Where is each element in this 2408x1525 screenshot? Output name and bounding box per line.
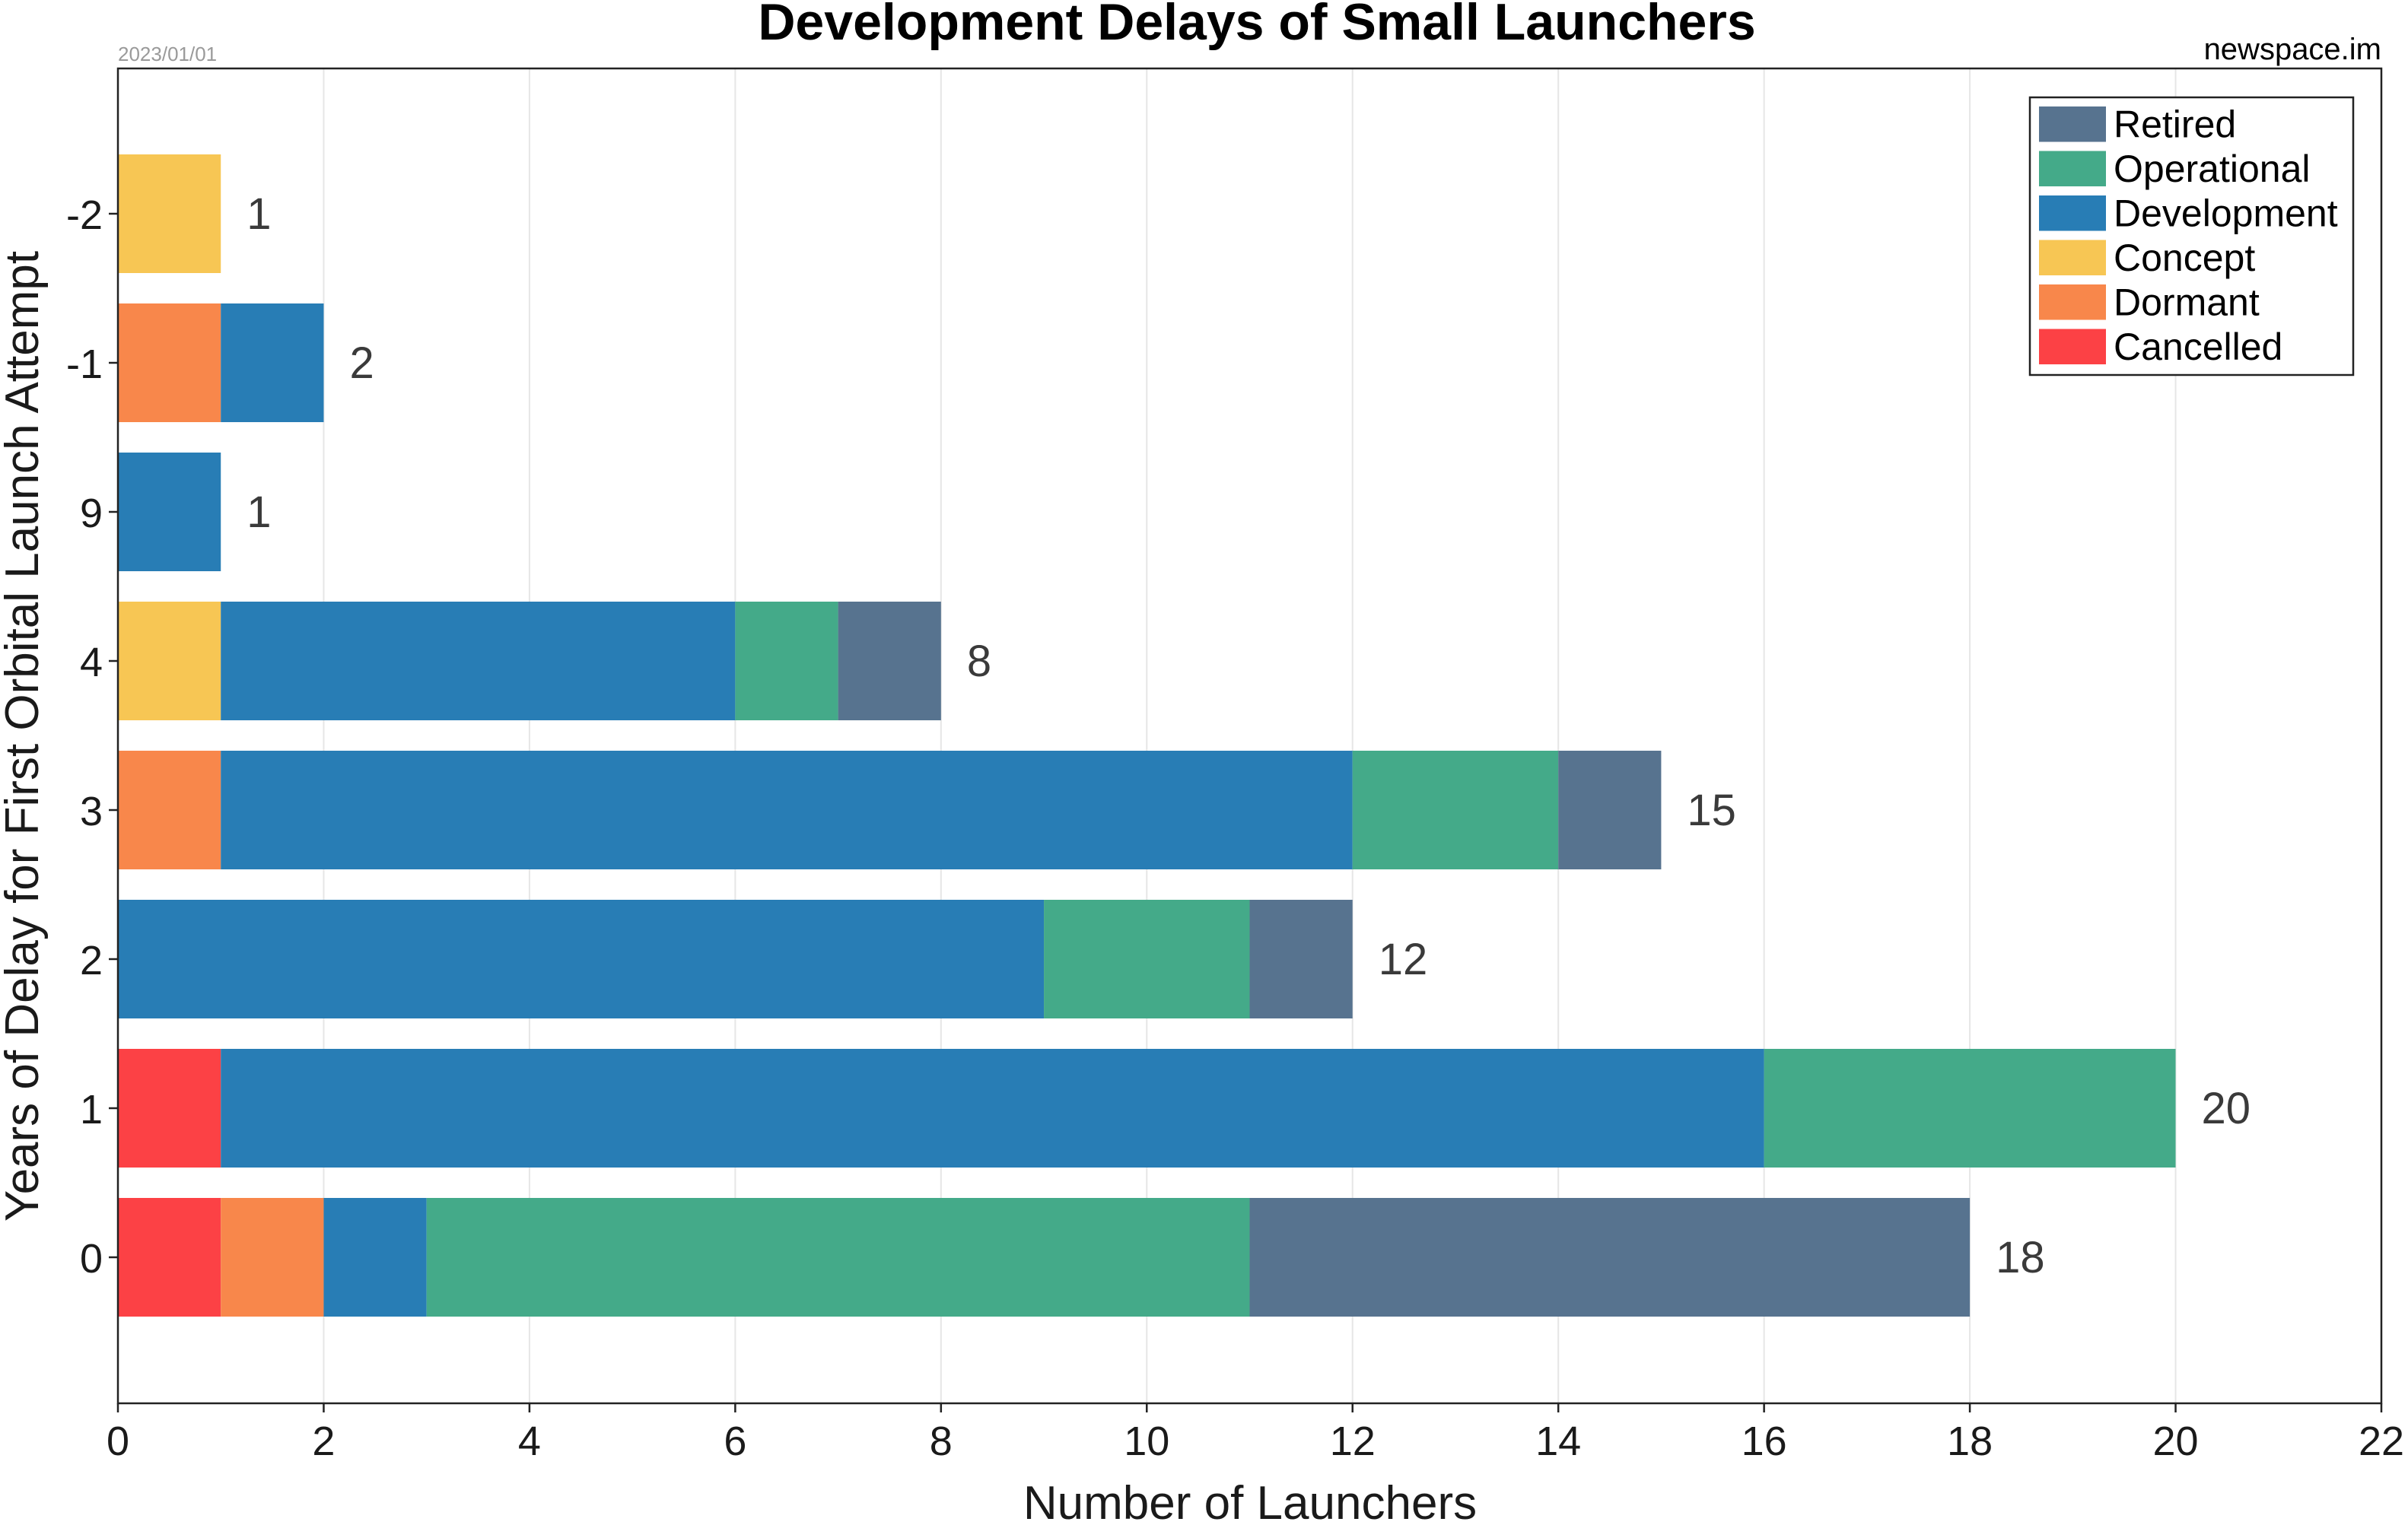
legend-label-cancelled: Cancelled bbox=[2114, 326, 2282, 368]
plot-frame bbox=[116, 67, 2383, 1405]
legend-label-dormant: Dormant bbox=[2114, 281, 2260, 324]
legend: RetiredOperationalDevelopmentConceptDorm… bbox=[2028, 96, 2355, 376]
legend-swatch-dormant bbox=[2039, 284, 2106, 320]
bar-total-label: 2 bbox=[349, 338, 374, 388]
bar-segment-dormant bbox=[221, 1198, 324, 1317]
legend-label-operational: Operational bbox=[2114, 148, 2311, 190]
bar-segment-retired bbox=[1249, 900, 1353, 1018]
bar-segment-development bbox=[221, 303, 324, 422]
x-axis-label: Number of Launchers bbox=[1023, 1477, 1477, 1525]
bar-segment-development bbox=[221, 751, 1353, 869]
bar-segment-development bbox=[118, 900, 1045, 1018]
x-tick-label: 16 bbox=[1742, 1419, 1787, 1464]
y-tick-label: 1 bbox=[80, 1087, 103, 1133]
bar-segment-operational bbox=[1352, 751, 1559, 869]
y-tick-label: -2 bbox=[66, 192, 103, 238]
bars bbox=[118, 154, 2176, 1317]
legend-swatch-retired bbox=[2039, 106, 2106, 142]
source-label: newspace.im bbox=[2204, 33, 2381, 66]
y-axis: 0 1 2 3 4 9 -1 -2 bbox=[66, 192, 118, 1282]
legend-label-concept: Concept bbox=[2114, 237, 2255, 279]
x-tick-label: 14 bbox=[1535, 1419, 1581, 1464]
legend-swatch-cancelled bbox=[2039, 329, 2106, 364]
x-tick-label: 0 bbox=[107, 1419, 129, 1464]
bar-segment-concept bbox=[118, 602, 221, 720]
x-tick-label: 8 bbox=[930, 1419, 953, 1464]
bar-segment-concept bbox=[118, 154, 221, 273]
x-tick-label: 2 bbox=[312, 1419, 335, 1464]
legend-swatch-operational bbox=[2039, 151, 2106, 186]
bar-segment-operational bbox=[1764, 1049, 2176, 1168]
y-tick-label: 0 bbox=[80, 1236, 103, 1282]
bar-segment-dormant bbox=[118, 751, 221, 869]
bar-total-label: 15 bbox=[1687, 786, 1736, 835]
bar-segment-cancelled bbox=[118, 1198, 221, 1317]
bar-segment-operational bbox=[426, 1198, 1250, 1317]
x-tick-label: 4 bbox=[518, 1419, 541, 1464]
x-tick-label: 18 bbox=[1947, 1419, 1993, 1464]
bar-segment-development bbox=[323, 1198, 427, 1317]
x-tick-label: 22 bbox=[2359, 1419, 2404, 1464]
y-tick-label: 9 bbox=[80, 491, 103, 536]
legend-swatch-concept bbox=[2039, 240, 2106, 275]
bar-segment-dormant bbox=[118, 303, 221, 422]
x-tick-label: 6 bbox=[724, 1419, 746, 1464]
bar-segment-development bbox=[221, 602, 736, 720]
bar-total-label: 12 bbox=[1379, 935, 1428, 984]
grid bbox=[117, 68, 2382, 1403]
bar-total-label: 8 bbox=[967, 637, 991, 686]
bar-total-label: 20 bbox=[2202, 1084, 2251, 1133]
bar-segment-operational bbox=[1044, 900, 1250, 1018]
y-axis-label: Years of Delay for First Orbital Launch … bbox=[0, 251, 49, 1222]
legend-frame bbox=[2028, 96, 2355, 376]
y-tick-label: 3 bbox=[80, 789, 103, 834]
chart-title: Development Delays of Small Launchers bbox=[758, 0, 1755, 51]
y-tick-label: 2 bbox=[80, 938, 103, 983]
x-tick-label: 20 bbox=[2153, 1419, 2199, 1464]
y-tick-label: 4 bbox=[80, 640, 103, 685]
bar-total-label: 1 bbox=[247, 488, 271, 537]
bar-segment-development bbox=[221, 1049, 1764, 1168]
bar-segment-cancelled bbox=[118, 1049, 221, 1168]
bar-segment-development bbox=[118, 453, 221, 571]
bar-segment-retired bbox=[1558, 751, 1662, 869]
bar-segment-retired bbox=[838, 602, 941, 720]
chart-date: 2023/01/01 bbox=[118, 43, 217, 65]
y-tick-label: -1 bbox=[66, 342, 103, 387]
x-tick-label: 12 bbox=[1330, 1419, 1376, 1464]
legend-label-development: Development bbox=[2114, 192, 2338, 235]
bar-segment-operational bbox=[735, 602, 838, 720]
legend-swatch-development bbox=[2039, 195, 2106, 231]
x-tick-label: 10 bbox=[1124, 1419, 1169, 1464]
bar-total-label: 1 bbox=[247, 189, 271, 239]
bar-segment-retired bbox=[1249, 1198, 1971, 1317]
legend-label-retired: Retired bbox=[2114, 103, 2236, 146]
x-axis: 0 2 4 6 8 10 12 14 16 18 20 22 bbox=[107, 1403, 2404, 1464]
bar-total-label: 18 bbox=[1996, 1233, 2045, 1282]
